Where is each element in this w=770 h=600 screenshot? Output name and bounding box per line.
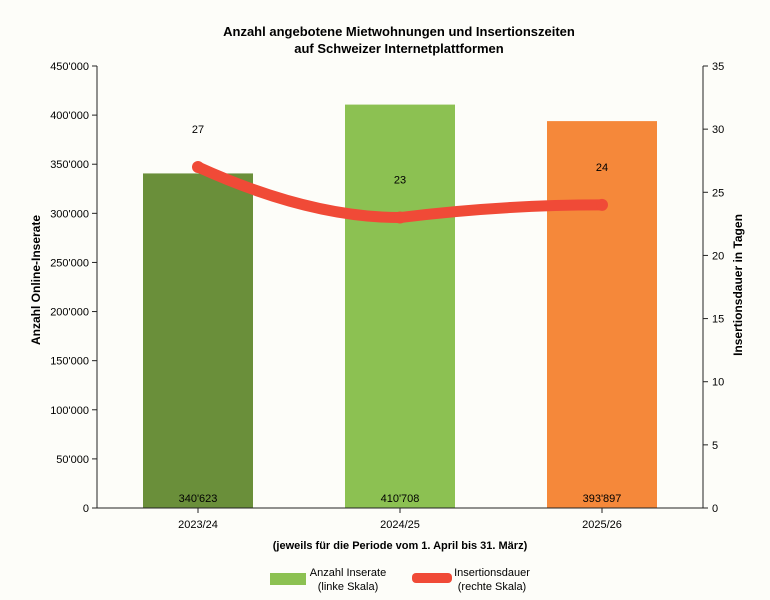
legend-swatch-bars <box>270 573 306 585</box>
y2-tick-label: 20 <box>712 250 724 262</box>
bar-value-label: 393'897 <box>583 493 622 505</box>
bar-value-label: 410'708 <box>381 493 420 505</box>
y-axis-title: Anzahl Online-Inserate <box>29 215 43 345</box>
legend-label-line-line-1: Insertionsdauer <box>454 567 530 579</box>
line-point <box>394 211 406 224</box>
x-tick-label: 2025/26 <box>582 519 622 531</box>
bar-2024-25 <box>345 104 455 508</box>
y2-tick-label: 0 <box>712 503 718 515</box>
y-tick-label: 300'000 <box>50 208 89 220</box>
line-value-label: 24 <box>596 162 608 174</box>
bar-value-label: 340'623 <box>179 493 218 505</box>
bar-2025-26 <box>547 121 657 508</box>
y-tick-label: 50'000 <box>56 454 89 466</box>
y-tick-label: 150'000 <box>50 356 89 368</box>
y2-tick-label: 15 <box>712 314 724 326</box>
y2-tick-label: 30 <box>712 124 724 136</box>
y2-axis-title: Insertionsdauer in Tagen <box>731 214 745 356</box>
line-value-label: 23 <box>394 175 406 187</box>
y-tick-label: 100'000 <box>50 405 89 417</box>
y-tick-label: 400'000 <box>50 110 89 122</box>
y-tick-label: 450'000 <box>50 61 89 73</box>
y2-tick-label: 10 <box>712 377 724 389</box>
legend-label-bars-line-1: Anzahl Inserate <box>310 567 386 579</box>
y2-tick-label: 5 <box>712 440 718 452</box>
y2-tick-label: 35 <box>712 61 724 73</box>
y-tick-label: 0 <box>83 503 89 515</box>
legend-swatch-line <box>412 573 452 583</box>
chart-title-line-1: Anzahl angebotene Mietwohnungen und Inse… <box>223 24 575 39</box>
y2-tick-label: 25 <box>712 187 724 199</box>
x-tick-label: 2023/24 <box>178 519 218 531</box>
chart-title-line-2: auf Schweizer Internetplattformen <box>294 41 504 56</box>
y-tick-label: 350'000 <box>50 159 89 171</box>
bar-2023-24 <box>143 173 253 508</box>
y-tick-label: 250'000 <box>50 257 89 269</box>
y-tick-label: 200'000 <box>50 307 89 319</box>
legend-label-bars-line-2: (linke Skala) <box>318 581 379 593</box>
x-tick-label: 2024/25 <box>380 519 420 531</box>
legend: Anzahl Inserate (linke Skala) Insertions… <box>270 567 530 593</box>
line-value-label: 27 <box>192 124 204 136</box>
legend-label-line-line-2: (rechte Skala) <box>458 581 526 593</box>
line-point <box>192 161 204 174</box>
line-point <box>596 198 608 211</box>
x-axis-title: (jeweils für die Periode vom 1. April bi… <box>273 540 528 552</box>
